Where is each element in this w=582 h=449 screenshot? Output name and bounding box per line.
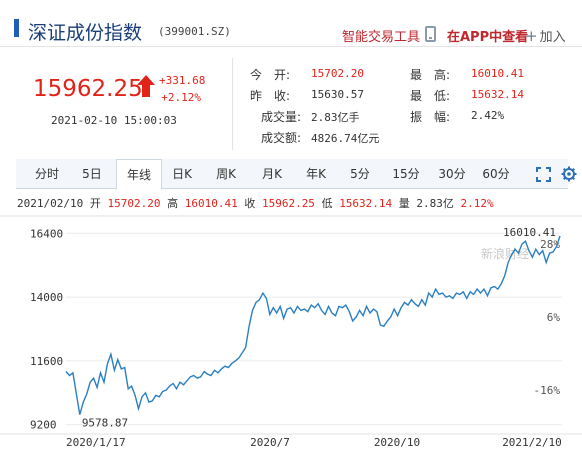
summary-high-label: 高 [167, 197, 179, 210]
add-button[interactable]: + 加入 [525, 26, 566, 45]
low-value: 15632.14 [471, 88, 524, 101]
tab-8[interactable]: 15分 [392, 167, 420, 181]
prev-close-value: 15630.57 [311, 88, 364, 101]
summary-close: 15962.25 [261, 197, 315, 210]
summary-date: 2021/02/10 [17, 197, 84, 210]
y-tick-label: 14000 [30, 291, 63, 304]
tab-10[interactable]: 60分 [482, 167, 510, 181]
add-label: 加入 [539, 30, 566, 45]
tab-2[interactable]: 年线 [116, 159, 162, 190]
watermark-text: 新浪财经 [481, 246, 529, 261]
tab-9[interactable]: 30分 [438, 167, 466, 181]
tab-7[interactable]: 5分 [350, 167, 370, 181]
prev-close-label: 昨 收: [250, 89, 291, 103]
high-label: 最 高: [410, 68, 451, 82]
up-arrow-icon [137, 75, 155, 85]
plus-icon: + [525, 27, 538, 45]
smart-trade-link[interactable]: 智能交易工具 [342, 30, 421, 45]
pct-tick-label: 6% [547, 311, 561, 324]
summary-volume-label: 量 [398, 197, 410, 210]
tab-1[interactable]: 5日 [82, 167, 102, 181]
volume-value: 2.83亿手 [311, 111, 360, 124]
min-label: 9578.87 [82, 417, 128, 430]
price-chart[interactable]: 164001400011600920028%6%-16%新浪财经16010.41… [0, 214, 582, 449]
header: 深证成份指数 (399001.SZ) 智能交易工具 在APP中查看 + 加入 [0, 0, 582, 46]
summary-low-label: 低 [321, 197, 333, 210]
tab-0[interactable]: 分时 [34, 167, 59, 181]
phone-icon[interactable] [425, 26, 436, 42]
summary-volume: 2.83亿 [416, 197, 454, 210]
daily-summary: 2021/02/10 开 15702.20 高 16010.41 收 15962… [17, 195, 494, 211]
period-tabs: 分时 5日 年线 日K 周K 月K 年K 5分 15分 30分 60分 [16, 159, 577, 190]
amplitude-label: 振 幅: [410, 110, 451, 124]
open-label: 今 开: [250, 68, 291, 82]
quote-datetime: 2021-02-10 15:00:03 [51, 114, 177, 127]
x-tick-label: 2020/7 [250, 436, 290, 449]
max-label: 16010.41 [503, 226, 556, 239]
summary-low: 15632.14 [339, 197, 393, 210]
y-tick-label: 11600 [30, 355, 63, 368]
change-percent: +2.12% [161, 91, 201, 104]
accent-bar [14, 19, 19, 37]
fullscreen-icon[interactable] [536, 167, 551, 182]
x-tick-label: 2021/2/10 [502, 436, 562, 449]
amplitude-value: 2.42% [471, 109, 505, 122]
divider [0, 46, 582, 47]
high-value: 16010.41 [471, 67, 524, 80]
summary-high: 16010.41 [184, 197, 238, 210]
y-tick-label: 9200 [30, 419, 57, 432]
summary-open: 15702.20 [107, 197, 161, 210]
x-tick-label: 2020/10 [374, 436, 420, 449]
stock-code: (399001.SZ) [158, 25, 231, 38]
low-label: 最 低: [410, 89, 451, 103]
page-title: 深证成份指数 [28, 22, 143, 44]
tab-4[interactable]: 周K [216, 167, 236, 181]
change-value: +331.68 [159, 74, 206, 87]
open-value: 15702.20 [311, 67, 364, 80]
tab-5[interactable]: 月K [262, 167, 282, 181]
tab-6[interactable]: 年K [306, 167, 326, 181]
divider [232, 58, 233, 150]
pct-tick-label: -16% [534, 384, 561, 397]
y-tick-label: 16400 [30, 227, 63, 240]
amount-label: 成交额: [261, 131, 302, 145]
amount-value: 4826.74亿元 [311, 132, 380, 145]
tab-3[interactable]: 日K [172, 167, 192, 181]
price-change: +331.68 +2.12% [159, 72, 206, 106]
gear-icon[interactable] [561, 166, 577, 182]
current-price: 15962.25 [33, 76, 143, 102]
summary-open-label: 开 [89, 197, 101, 210]
up-arrow-icon-stem [142, 85, 150, 97]
summary-close-label: 收 [244, 197, 256, 210]
summary-pct: 2.12% [460, 197, 494, 210]
open-in-app-link[interactable]: 在APP中查看 [447, 30, 529, 45]
x-tick-label: 2020/1/17 [66, 436, 126, 449]
volume-label: 成交量: [261, 110, 302, 124]
price-line [65, 235, 561, 415]
